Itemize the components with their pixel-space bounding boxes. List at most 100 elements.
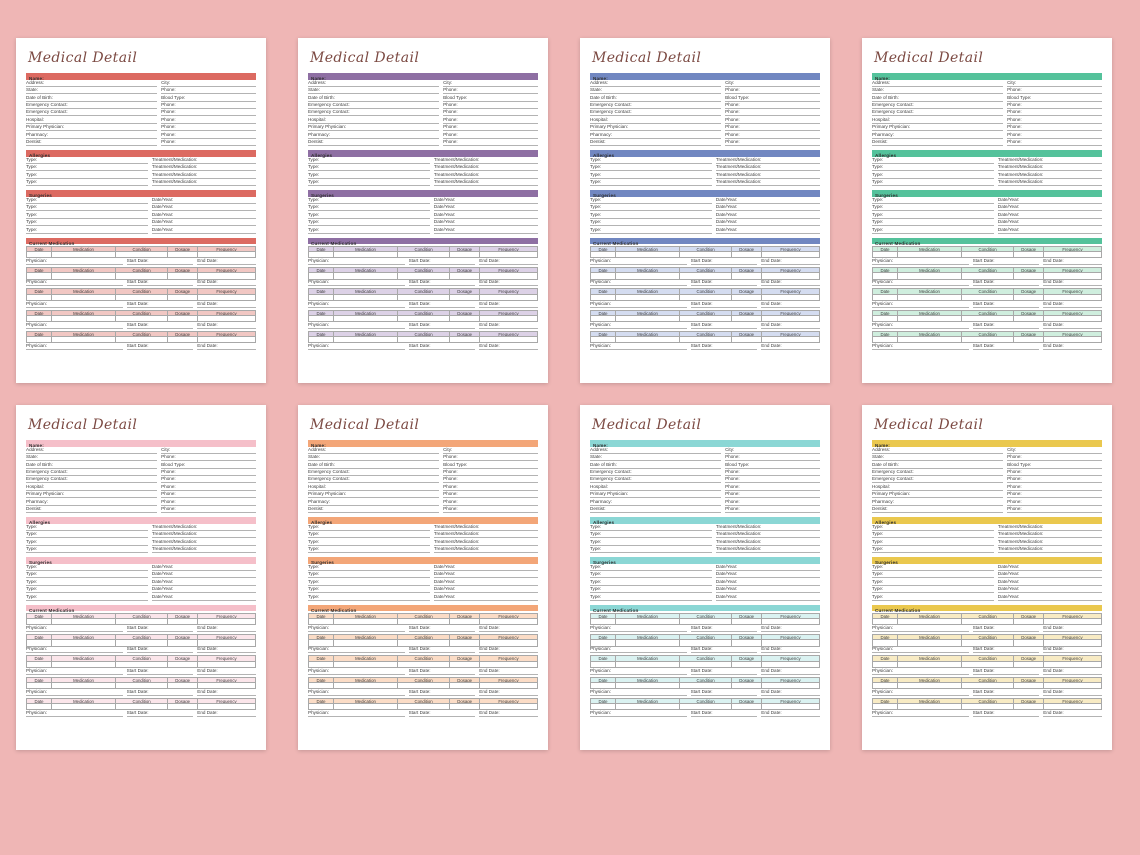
med-entry-cell xyxy=(1014,682,1044,688)
med-entry-cell xyxy=(168,336,198,343)
end-date-field: End Date: xyxy=(197,258,256,266)
med-column-header: Frequency xyxy=(216,310,237,315)
allergy-row-right-label: Treatment/Medication: xyxy=(715,531,762,537)
personal-row-left-field: Primary Physician: xyxy=(26,491,158,499)
med-column-header: Condition xyxy=(398,289,451,294)
medication-block: Date Medication Condition Dosage Frequency Ph… xyxy=(872,676,1102,696)
surgery-row-right-field: Date/Year: xyxy=(997,226,1102,234)
allergy-row-left-field: Type: xyxy=(308,524,430,531)
personal-row: Hospital: Phone: xyxy=(590,483,820,491)
surgery-row-left-field: Type: xyxy=(26,211,148,219)
allergy-row-right-label: Treatment/Medication: xyxy=(715,523,762,529)
physician-row: Physician: Start Date: End Date: xyxy=(590,301,820,308)
medication-header-row: Date Medication Condition Dosage Frequency xyxy=(27,677,255,683)
personal-row-left-label: State: xyxy=(26,87,39,93)
med-column-header: Dosage xyxy=(1014,614,1044,619)
allergy-row-left-label: Type: xyxy=(872,538,884,544)
med-column-header: Dosage xyxy=(1014,310,1044,315)
surgery-row-left-field: Type: xyxy=(26,226,148,234)
start-date-field: Start Date: xyxy=(972,322,1040,329)
med-entry-cell xyxy=(591,294,617,300)
allergy-row-left-label: Type: xyxy=(308,171,320,177)
surgery-row-right-label: Date/Year: xyxy=(151,211,174,217)
surgeries-rows: Type: Date/Year: Type: Date/Year: Type: Date/… xyxy=(308,197,538,234)
surgeries-label: Surgeries xyxy=(29,560,52,566)
surgeries-section-bar: Surgeries xyxy=(872,557,1102,565)
medication-entry-row xyxy=(873,682,1101,688)
medication-entry-row xyxy=(873,703,1101,710)
physician-row: Physician: Start Date: End Date: xyxy=(872,668,1102,675)
personal-row-left-field: Date of Birth: xyxy=(308,461,440,469)
medication-header-row: Date Medication Condition Dosage Frequency xyxy=(873,635,1101,641)
personal-row-left-label: Primary Physician: xyxy=(872,124,911,130)
personal-row-left-field: Date of Birth: xyxy=(590,94,722,102)
surgery-row: Type: Date/Year: xyxy=(872,226,1102,234)
personal-row: Emergency Contact: Phone: xyxy=(308,476,538,484)
personal-row-left-label: Address: xyxy=(308,446,327,452)
medication-block: Date Medication Condition Dosage Frequency Ph… xyxy=(590,676,820,696)
med-entry-cell xyxy=(52,661,116,667)
surgery-row: Type: Date/Year: xyxy=(308,571,538,579)
personal-row-right-field: Phone: xyxy=(443,102,538,110)
physician-label: Physician: xyxy=(590,258,611,264)
personal-row-right-field: Phone: xyxy=(443,124,538,132)
surgery-row-left-label: Type: xyxy=(308,571,320,577)
personal-row: Address: City: xyxy=(872,447,1102,454)
med-entry-cell xyxy=(762,316,819,321)
med-entry-cell xyxy=(591,315,617,321)
personal-row-left-label: Pharmacy: xyxy=(590,131,612,137)
allergy-row-right-label: Treatment/Medication: xyxy=(997,171,1044,177)
personal-row-right-label: Phone: xyxy=(725,87,740,93)
personal-row-left-field: Dentist: xyxy=(308,139,440,147)
med-column-header: Medication xyxy=(616,677,680,682)
personal-info-rows: Address: City: State: Phone: Date of Birth: B… xyxy=(308,447,538,514)
personal-row-left-field: Hospital: xyxy=(872,116,1004,124)
allergy-row-left-field: Type: xyxy=(872,171,994,179)
medication-table: Date Medication Condition Dosage Frequency xyxy=(308,676,538,689)
end-date-field: End Date: xyxy=(479,301,538,308)
allergy-row-right-field: Treatment/Medication: xyxy=(151,164,256,172)
personal-row: Emergency Contact: Phone: xyxy=(26,476,256,484)
medication-section-bar: Current Medication xyxy=(872,237,1102,246)
med-entry-cell xyxy=(116,315,169,321)
med-column-header: Condition xyxy=(116,331,169,336)
med-entry-cell xyxy=(762,337,819,342)
medical-form-page-purple: Medical Detail Name: Address: City: State:… xyxy=(298,38,548,383)
end-date-label: End Date: xyxy=(1043,258,1064,264)
physician-field: Physician: xyxy=(590,280,687,287)
med-entry-cell xyxy=(52,619,116,625)
end-date-field: End Date: xyxy=(761,258,820,266)
allergy-row-right-field: Treatment/Medication: xyxy=(997,538,1102,546)
allergy-row-left-field: Type: xyxy=(590,164,712,172)
personal-row-right-field: Phone: xyxy=(725,454,820,462)
medical-form-page-yellow: Medical Detail Name: Address: City: State:… xyxy=(862,405,1112,750)
medication-entry-row xyxy=(309,703,537,710)
personal-row: Pharmacy: Phone: xyxy=(26,498,256,506)
end-date-field: End Date: xyxy=(479,710,538,717)
surgery-row-left-field: Type: xyxy=(872,593,994,601)
personal-row-right-field: Phone: xyxy=(1007,498,1102,506)
medication-table: Date Medication Condition Dosage Frequency xyxy=(590,676,820,689)
med-column-header: Medication xyxy=(616,698,680,703)
medication-header-row: Date Medication Condition Dosage Frequency xyxy=(309,247,537,253)
med-column-header: Medication xyxy=(52,310,116,315)
medication-entry-row xyxy=(27,640,255,646)
allergy-row: Type: Treatment/Medication: xyxy=(872,179,1102,187)
physician-field: Physician: xyxy=(590,301,687,308)
med-column-header: Dosage xyxy=(732,635,762,640)
start-date-field: Start Date: xyxy=(408,668,476,675)
physician-field: Physician: xyxy=(26,322,123,329)
allergy-row-right-field: Treatment/Medication: xyxy=(151,179,256,187)
med-entry-cell xyxy=(873,661,899,667)
personal-row-right-field: Phone: xyxy=(725,124,820,132)
personal-row-right-label: Phone: xyxy=(725,483,740,489)
personal-row-right-field: Phone: xyxy=(161,454,256,462)
medication-table: Date Medication Condition Dosage Frequency xyxy=(26,655,256,668)
surgery-row-right-field: Date/Year: xyxy=(715,219,820,227)
allergy-row-right-field: Treatment/Medication: xyxy=(433,179,538,187)
med-entry-cell xyxy=(309,273,335,279)
surgery-row-right-label: Date/Year: xyxy=(997,211,1020,217)
personal-row: Emergency Contact: Phone: xyxy=(872,109,1102,117)
med-entry-cell xyxy=(52,273,116,279)
medication-header-row: Date Medication Condition Dosage Frequency xyxy=(309,268,537,274)
